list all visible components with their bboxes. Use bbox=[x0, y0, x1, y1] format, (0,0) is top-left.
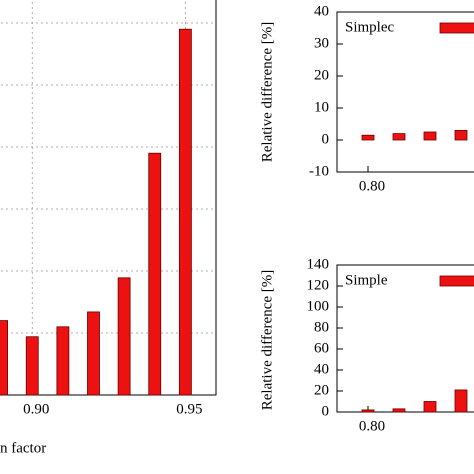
plot-frame bbox=[336, 11, 474, 173]
bar bbox=[454, 389, 468, 413]
x-tick-label: 0.80 bbox=[359, 418, 385, 434]
x-tick-label: 0.80 bbox=[359, 178, 385, 194]
bar bbox=[392, 133, 406, 141]
legend-swatch bbox=[439, 275, 474, 287]
bar bbox=[0, 320, 9, 396]
x-axis-label: n factor bbox=[0, 440, 46, 456]
bar bbox=[56, 326, 70, 396]
bar bbox=[423, 131, 437, 141]
bar bbox=[25, 336, 39, 396]
bar bbox=[423, 401, 437, 413]
bar bbox=[87, 311, 100, 396]
legend-label: Simplec bbox=[345, 19, 395, 35]
y-tick-label: 30 bbox=[314, 35, 329, 51]
y-tick-label: 0 bbox=[322, 403, 330, 419]
y-tick-label: 20 bbox=[314, 67, 329, 83]
bar bbox=[361, 134, 375, 141]
y-tick-label: -10 bbox=[309, 163, 329, 179]
y-tick-label: 20 bbox=[314, 382, 329, 398]
bar bbox=[117, 277, 131, 396]
y-tick-label: 40 bbox=[314, 3, 329, 19]
y-axis-label: Relative difference [%] bbox=[259, 22, 275, 162]
legend-swatch bbox=[439, 22, 474, 34]
x-tick-label: 0.95 bbox=[176, 401, 202, 417]
y-tick-label: 0 bbox=[322, 131, 330, 147]
bar bbox=[361, 409, 375, 413]
y-tick-label: 140 bbox=[307, 256, 330, 272]
y-axis-label: Relative difference [%] bbox=[259, 270, 275, 410]
y-tick-label: 80 bbox=[314, 319, 329, 335]
y-tick-label: 40 bbox=[314, 361, 329, 377]
y-tick-label: 120 bbox=[307, 277, 330, 293]
y-tick-label: 10 bbox=[314, 99, 329, 115]
y-tick-label: 100 bbox=[307, 298, 330, 314]
bar bbox=[454, 129, 468, 141]
bar bbox=[148, 152, 162, 396]
bar bbox=[178, 28, 192, 396]
legend-label: Simple bbox=[345, 272, 388, 288]
plot-frame bbox=[336, 264, 474, 413]
x-tick-label: 0.90 bbox=[23, 401, 49, 417]
bar bbox=[392, 408, 406, 413]
y-tick-label: 60 bbox=[314, 340, 329, 356]
